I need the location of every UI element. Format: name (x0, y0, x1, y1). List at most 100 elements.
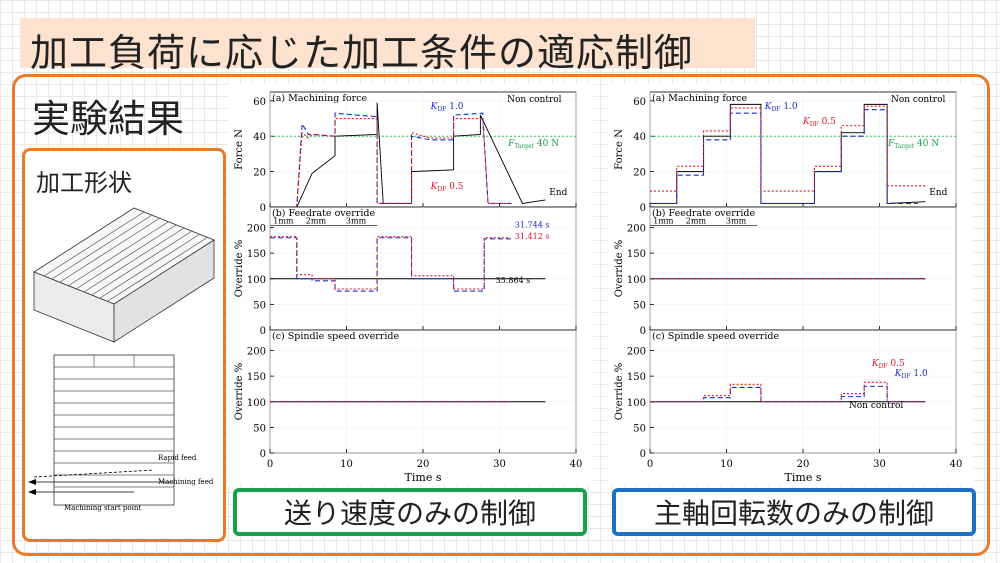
series-line-2 (650, 105, 926, 192)
end-time-kdf05: 31.412 s (515, 232, 550, 241)
x-tick-label: 30 (873, 459, 886, 470)
series-line-1 (650, 109, 918, 205)
y-axis-label: Force N (614, 129, 625, 170)
page-title: 加工負荷に応じた加工条件の適応制御 (30, 31, 694, 75)
x-tick-label: 0 (647, 459, 653, 470)
y-tick-label: 0 (260, 449, 266, 460)
y-tick-label: 100 (247, 275, 266, 286)
caption-spindle-only: 主軸回転数のみの制御 (612, 488, 976, 536)
x-tick-label: 0 (267, 459, 273, 470)
x-tick-label: 10 (340, 459, 353, 470)
y-tick-label: 100 (627, 398, 646, 409)
results-frame (12, 74, 990, 556)
legend-non-control: Non control (891, 95, 946, 105)
segment-label: 1mm (273, 216, 294, 225)
x-tick-label: 20 (797, 459, 810, 470)
y-tick-label: 20 (633, 168, 646, 179)
y-tick-label: 200 (627, 224, 646, 235)
y-tick-label: 200 (627, 347, 646, 358)
y-axis-label: Override % (234, 363, 245, 421)
y-tick-label: 60 (633, 97, 646, 108)
y-tick-label: 50 (253, 423, 266, 434)
x-tick-label: 40 (950, 459, 963, 470)
subplot-title: (c) Spindle speed override (272, 331, 399, 342)
y-tick-label: 50 (253, 300, 266, 311)
x-axis-label: Time s (785, 471, 822, 484)
y-tick-label: 150 (247, 372, 266, 383)
series-line-2 (270, 117, 511, 208)
subplot-0: 0 20 40 60 (a) Machining force Force N FTarget… (614, 91, 957, 214)
y-tick-label: 0 (640, 326, 646, 337)
legend-end: End (549, 188, 567, 198)
y-tick-label: 50 (633, 423, 646, 434)
subplot-title: (c) Spindle speed override (652, 331, 779, 342)
subplot-1: 0 50 100 150 200 (b) Feedrate override Overrid… (234, 206, 577, 337)
series-line-1 (270, 237, 513, 292)
legend-end: End (929, 188, 947, 198)
legend-kdf1: KDF 1.0 (894, 369, 928, 380)
subplot-title: (b) Feedrate override (272, 208, 375, 219)
title-band (20, 18, 755, 68)
segment-label: 3mm (726, 216, 747, 225)
target-label: FTarget 40 N (507, 139, 559, 150)
y-tick-label: 0 (260, 203, 266, 214)
subplot-title: (a) Machining force (652, 93, 747, 104)
legend-kdf1: KDF 1.0 (764, 102, 798, 113)
legend-kdf1: KDF 1.0 (430, 102, 464, 113)
segment-label: 1mm (653, 216, 674, 225)
y-tick-label: 50 (633, 300, 646, 311)
end-time-non-control: 35.864 s (496, 276, 531, 285)
y-tick-label: 150 (247, 249, 266, 260)
x-tick-label: 40 (570, 459, 583, 470)
subplot-title: (a) Machining force (272, 93, 367, 104)
y-tick-label: 100 (627, 275, 646, 286)
x-tick-label: 10 (720, 459, 733, 470)
chart-feedrate-only: 0 20 40 60 (a) Machining force Force N FTarget… (228, 84, 593, 486)
y-tick-label: 40 (633, 132, 646, 143)
y-axis-label: Override % (614, 240, 625, 298)
subplot-1: 0 50 100 150 200 (b) Feedrate override Overrid… (614, 206, 957, 337)
subplot-2: 0 50 100 150 200 (c) Spindle speed override Ov… (614, 329, 957, 460)
subplot-title: (b) Feedrate override (652, 208, 755, 219)
series-line-2 (270, 236, 511, 290)
series-line-1 (270, 112, 513, 208)
segment-label: 2mm (686, 216, 707, 225)
y-axis-label: Force N (234, 129, 245, 170)
y-tick-label: 0 (260, 326, 266, 337)
y-tick-label: 200 (247, 347, 266, 358)
legend-kdf05: KDF 0.5 (430, 182, 464, 193)
segment-label: 2mm (306, 216, 327, 225)
legend-kdf05: KDF 0.5 (871, 359, 905, 370)
machining-start-point-label: Machining start point (64, 504, 141, 512)
subplot-0: 0 20 40 60 (a) Machining force Force N FTarget… (234, 91, 577, 214)
y-tick-label: 150 (627, 249, 646, 260)
target-label: FTarget 40 N (887, 139, 939, 150)
end-time-kdf1: 31.744 s (515, 221, 550, 230)
segment-label: 3mm (346, 216, 367, 225)
series-line-0 (650, 103, 926, 204)
series-line-2 (650, 381, 926, 403)
shape-label: 加工形状 (36, 169, 132, 197)
y-tick-label: 60 (253, 97, 266, 108)
legend-non-control: Non control (507, 95, 562, 105)
x-tick-label: 30 (493, 459, 506, 470)
legend-non-control: Non control (849, 401, 904, 411)
y-tick-label: 40 (253, 132, 266, 143)
results-label: 実験結果 (32, 97, 185, 141)
chart-spindle-only: 0 20 40 60 (a) Machining force Force N FTarget… (608, 84, 973, 486)
y-tick-label: 0 (640, 449, 646, 460)
y-tick-label: 200 (247, 224, 266, 235)
y-axis-label: Override % (614, 363, 625, 421)
rapid-feed-label: Rapid feed (158, 454, 197, 462)
y-tick-label: 0 (640, 203, 646, 214)
y-tick-label: 100 (247, 398, 266, 409)
y-axis-label: Override % (234, 240, 245, 298)
x-tick-label: 20 (417, 459, 430, 470)
workpiece-drawing: Rapid feed Machining feed Machining star… (28, 207, 215, 512)
y-tick-label: 20 (253, 168, 266, 179)
y-tick-label: 150 (627, 372, 646, 383)
legend-kdf05: KDF 0.5 (802, 117, 836, 128)
subplot-2: 0 50 100 150 200 (c) Spindle speed override Ov… (234, 329, 577, 460)
machining-feed-label: Machining feed (158, 478, 214, 486)
caption-feedrate-only: 送り速度のみの制御 (233, 488, 587, 536)
